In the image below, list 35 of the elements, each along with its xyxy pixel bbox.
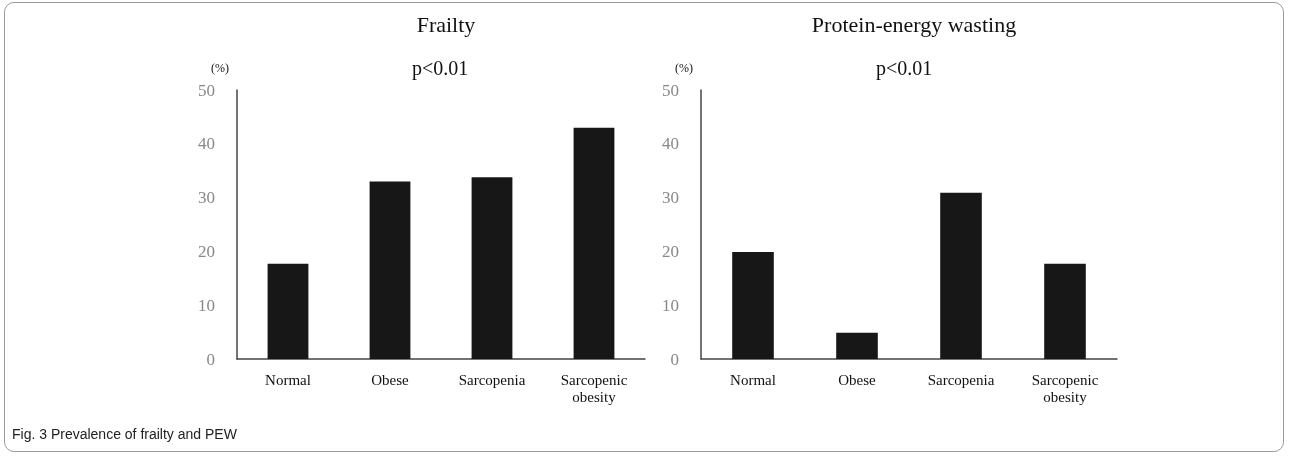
text: p<0.01 — [876, 57, 933, 80]
y-tick-label: 50 — [198, 80, 215, 100]
x-tick-label: Sarcopenic obesity — [1031, 371, 1099, 405]
bar — [369, 181, 411, 359]
y-tick-label: 50 — [662, 80, 679, 100]
y-tick-label: 0 — [206, 349, 215, 369]
y-tick-label: 30 — [198, 188, 215, 208]
x-tick-label: Normal — [265, 371, 311, 388]
x-tick-label: Sarcopenic obesity — [560, 371, 628, 405]
y-axis-title: (%) — [211, 61, 229, 75]
bar — [732, 251, 774, 359]
bar — [1044, 263, 1086, 359]
caption: Fig. 3 Prevalence of frailty and PEW — [12, 426, 237, 442]
x-tick-label: Normal — [730, 371, 776, 388]
y-tick-label: 20 — [662, 241, 679, 261]
x-tick-label: Obese — [371, 371, 410, 388]
bar — [267, 263, 309, 359]
chart-title: Frailty — [416, 11, 476, 37]
chart-title: Protein-energy wasting — [811, 11, 1017, 37]
text: p<0.01 — [412, 57, 469, 80]
bar — [836, 332, 878, 359]
x-tick-label: Sarcopenia — [927, 371, 995, 388]
y-tick-label: 10 — [662, 295, 679, 315]
y-tick-label: 40 — [198, 134, 215, 154]
y-tick-label: 30 — [662, 188, 679, 208]
x-tick-label: Obese — [838, 371, 877, 388]
y-tick-label: 20 — [198, 241, 215, 261]
y-tick-label: 10 — [198, 295, 215, 315]
bar — [940, 192, 982, 359]
bar — [573, 127, 615, 359]
y-axis-title: (%) — [675, 61, 693, 75]
bar — [471, 177, 513, 359]
x-tick-label: Sarcopenia — [458, 371, 526, 388]
y-tick-label: 40 — [662, 134, 679, 154]
y-tick-label: 0 — [670, 349, 679, 369]
